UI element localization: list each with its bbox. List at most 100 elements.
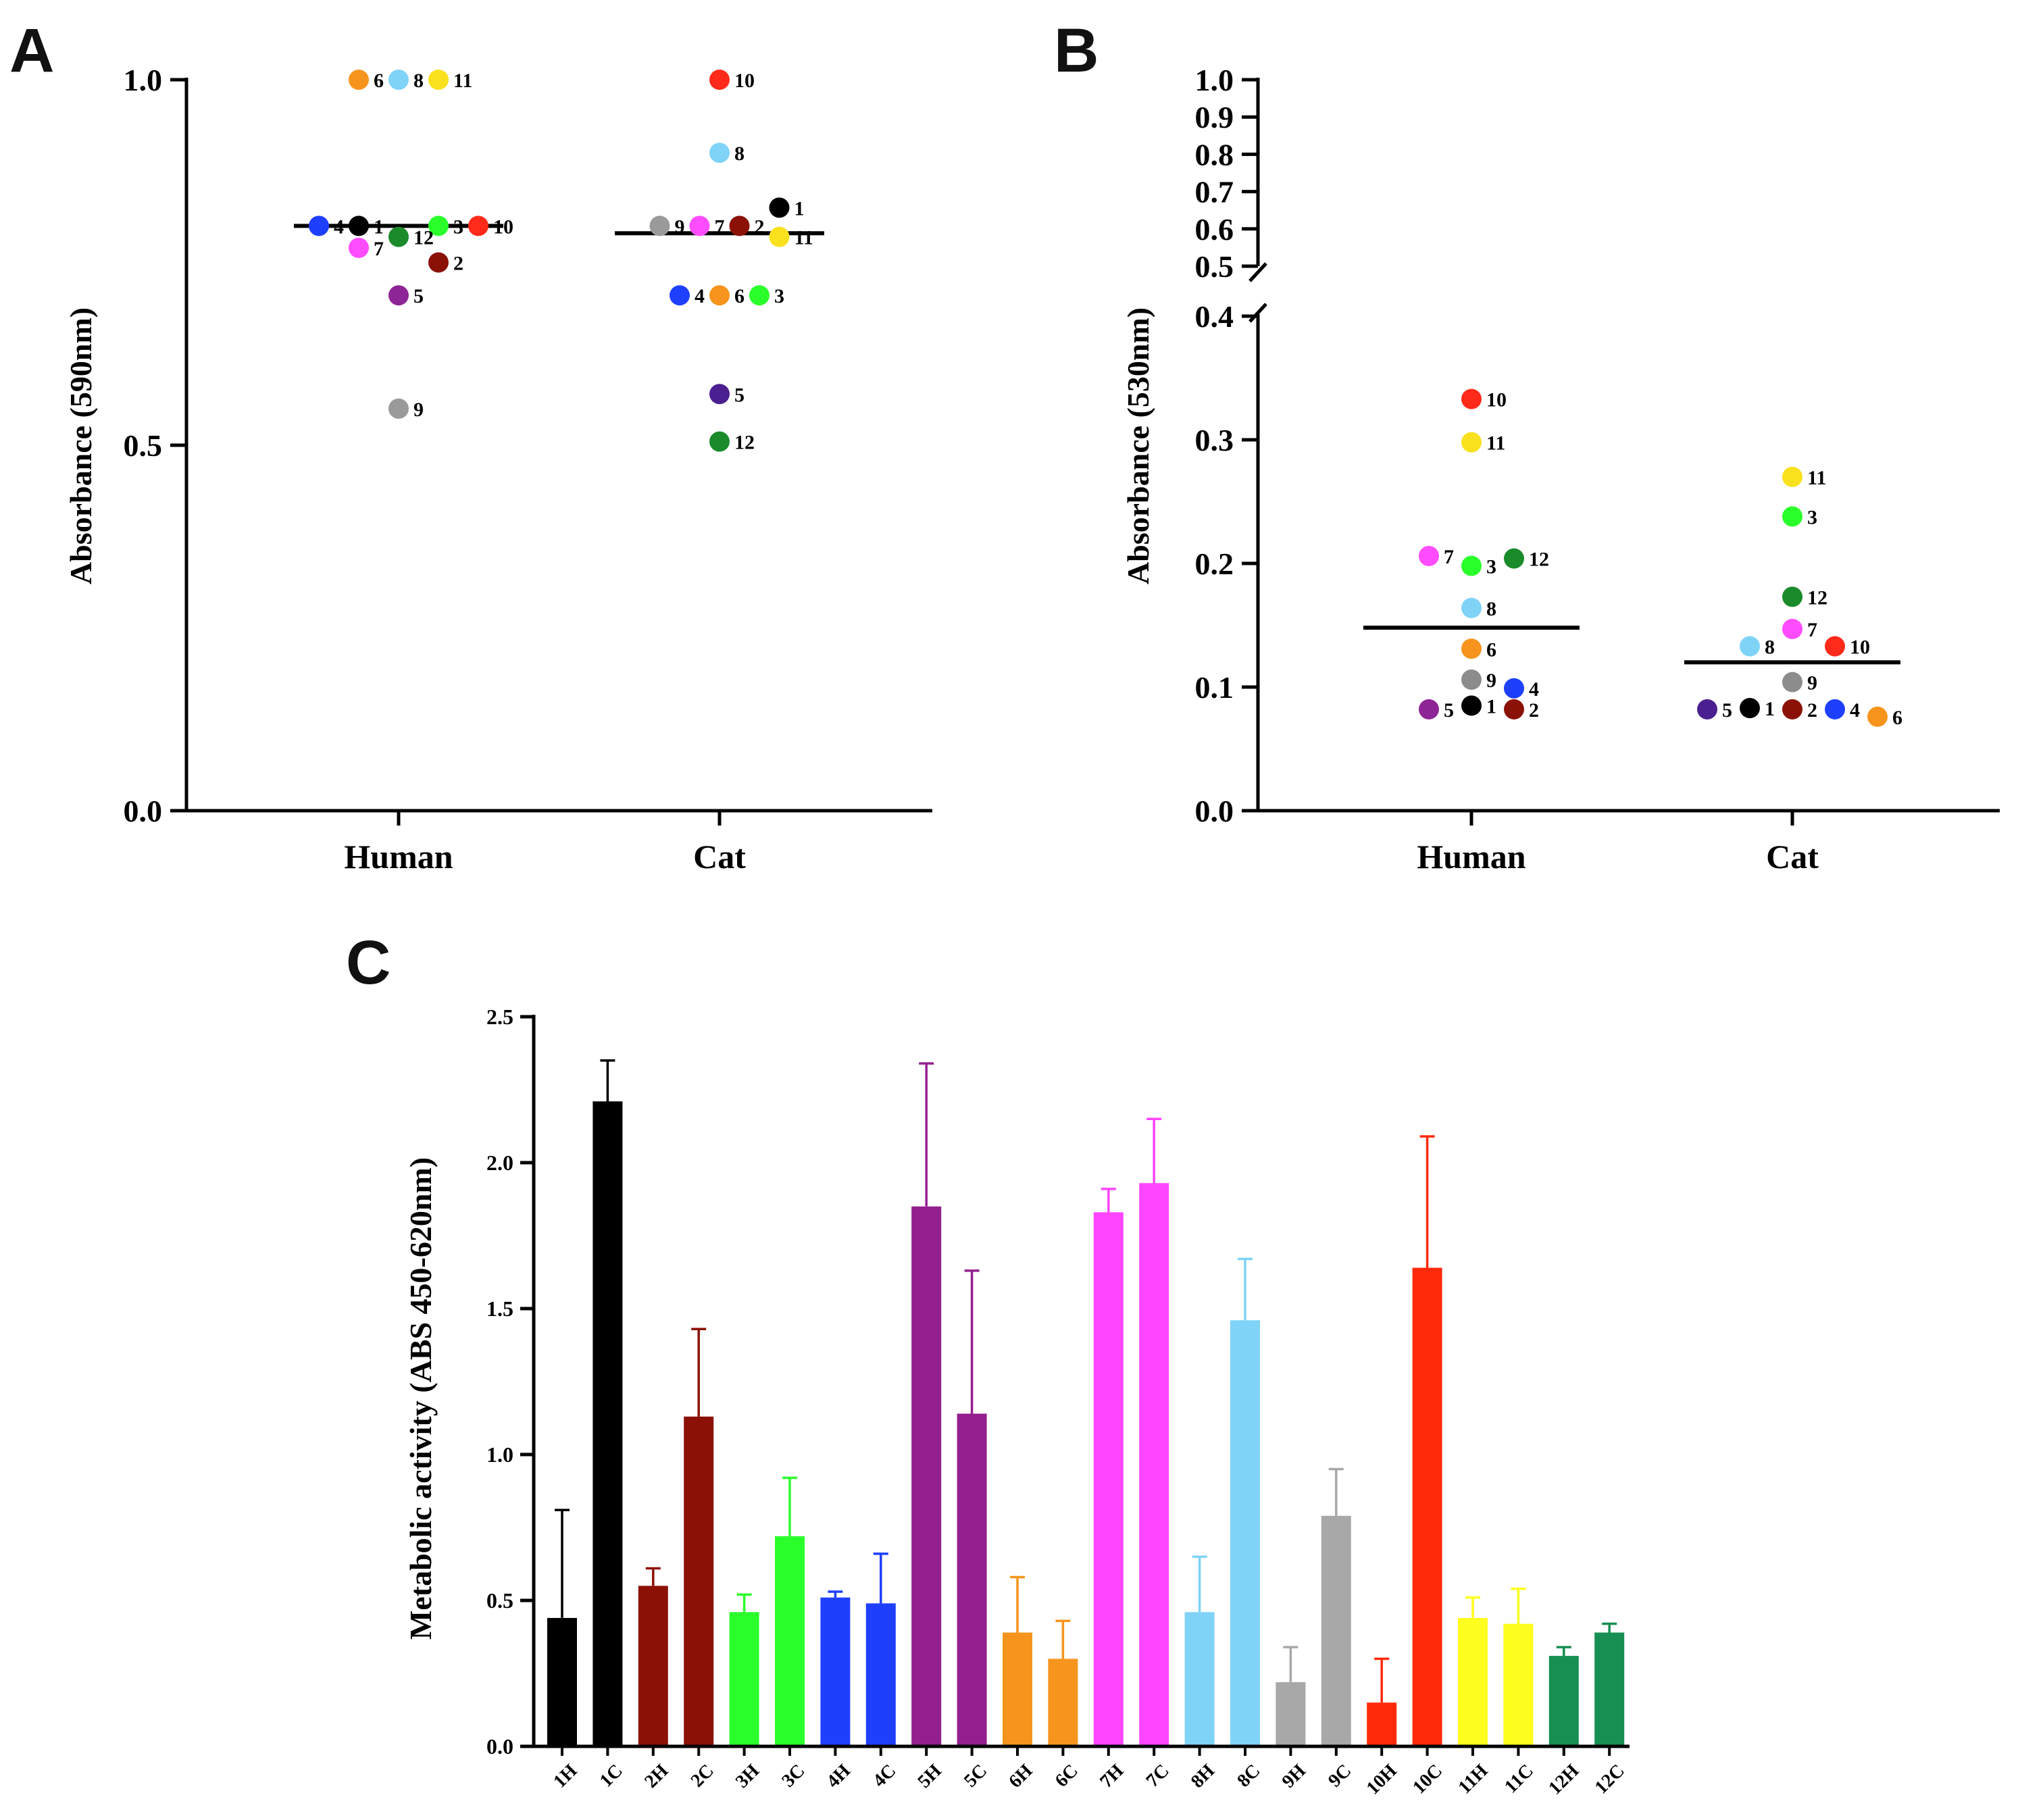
panel-a-point-cat-2: [729, 216, 750, 236]
panel-b-point-human-2: [1504, 699, 1524, 719]
panel-a-point-human-6: [349, 70, 369, 90]
panel-b-y-tick-label: 0.6: [1195, 212, 1234, 247]
panel-c-x-label-12h: 12H: [1544, 1760, 1583, 1798]
panel-c-bar-12c: [1594, 1632, 1625, 1746]
panel-a-point-cat-5: [709, 384, 730, 405]
panel-a-point-label: 2: [453, 253, 463, 275]
panel-a-point-label: 10: [493, 216, 513, 238]
panel-c-x-label-6h: 6H: [1005, 1760, 1036, 1792]
panel-c-x-label-9h: 9H: [1278, 1760, 1310, 1792]
panel-b-point-label: 10: [1850, 636, 1870, 659]
panel-b-y-tick-label: 0.9: [1195, 100, 1234, 134]
panel-b-point-label: 11: [1486, 432, 1505, 455]
panel-b-letter: B: [1054, 16, 1099, 85]
panel-a-point-cat-10: [709, 70, 730, 90]
panel-a-point-label: 7: [374, 238, 384, 260]
panel-a-point-label: 12: [413, 227, 434, 249]
panel-c-y-axis-title: Metabolic activity (ABS 450-620nm): [403, 1157, 438, 1640]
panel-b-point-label: 6: [1486, 638, 1496, 661]
panel-b-point-cat-3: [1782, 506, 1802, 527]
panel-b-point-label: 7: [1444, 546, 1454, 568]
panel-b-point-cat-6: [1867, 706, 1888, 727]
panel-b-point-label: 6: [1892, 707, 1902, 729]
panel-a-point-label: 8: [734, 143, 745, 165]
panel-c-x-label-3h: 3H: [732, 1760, 763, 1792]
panel-b-point-cat-10: [1825, 636, 1845, 657]
panel-b-x-label-cat: Cat: [1766, 838, 1819, 876]
panel-a-point-cat-3: [749, 285, 770, 306]
panel-b-point-human-8: [1461, 597, 1482, 618]
panel-b-point-label: 7: [1807, 619, 1817, 641]
panel-c-x-label-7c: 7C: [1142, 1761, 1174, 1792]
panel-b-y-tick-label: 0.7: [1195, 175, 1234, 209]
panel-c-x-label-1h: 1H: [549, 1760, 581, 1792]
panel-b-point-label: 12: [1807, 586, 1827, 609]
panel-a-point-cat-11: [769, 226, 790, 247]
panel-b-point-human-3: [1461, 555, 1482, 576]
panel-b-point-cat-8: [1740, 636, 1760, 657]
panel-b-point-human-10: [1461, 388, 1482, 409]
panel-b-y-tick-label: 0.4: [1195, 299, 1234, 334]
panel-b-point-cat-4: [1825, 699, 1845, 719]
panel-a-point-human-4: [309, 216, 329, 236]
panel-c-x-label-2h: 2H: [640, 1760, 672, 1792]
panel-c-x-label-8c: 8C: [1233, 1761, 1264, 1792]
panel-a-point-label: 6: [374, 70, 384, 92]
panel-a-point-label: 5: [413, 285, 424, 307]
panel-a-point-label: 4: [334, 216, 344, 238]
panel-c-y-tick-label: 1.5: [486, 1296, 513, 1321]
panel-a-point-label: 3: [774, 285, 784, 307]
panel-a-point-label: 6: [734, 285, 745, 307]
panel-b-point-label: 3: [1807, 506, 1817, 528]
panel-b-axis-break-mark: [1248, 262, 1267, 282]
panel-b-point-label: 1: [1765, 698, 1775, 720]
panel-c-y-tick-label: 1.0: [486, 1442, 513, 1467]
panel-c-bar-12h: [1548, 1656, 1579, 1746]
panel-a-x-label-cat: Cat: [693, 838, 746, 876]
panel-c-x-label-3c: 3C: [778, 1761, 809, 1792]
panel-a-axes: 0.0 0.5 1.0 Human Cat: [124, 63, 932, 876]
panel-c-bar-7h: [1093, 1212, 1124, 1746]
panel-a: A 0.0 0.5 1.0 Human Cat Absorbance (590nm) 6…: [9, 16, 932, 876]
panel-b-point-label: 2: [1529, 699, 1539, 722]
panel-c-bar-4h: [820, 1597, 851, 1746]
panel-c-x-label-4h: 4H: [823, 1760, 855, 1792]
panel-a-point-label: 3: [453, 216, 463, 238]
panel-a-point-label: 9: [413, 399, 424, 421]
panel-a-point-label: 1: [794, 197, 805, 220]
panel-c-bar-9c: [1321, 1515, 1351, 1746]
panel-b-point-label: 11: [1807, 467, 1826, 489]
panel-c-bar-2c: [684, 1416, 714, 1746]
panel-c-bar-9h: [1276, 1682, 1306, 1746]
panel-a-point-label: 11: [794, 227, 813, 249]
panel-c-bar-2h: [638, 1586, 668, 1746]
panel-a-point-cat-7: [689, 216, 710, 236]
panel-b-point-cat-11: [1782, 466, 1802, 487]
panel-a-point-label: 4: [695, 285, 705, 307]
panel-a-point-cat-12: [709, 431, 730, 452]
panel-c-y-tick-label: 0.5: [486, 1588, 513, 1613]
panel-b-point-label: 1: [1486, 695, 1496, 717]
panel-b-point-human-7: [1419, 546, 1439, 567]
panel-a-point-human-7: [349, 237, 369, 258]
panel-a-point-human-2: [428, 252, 449, 273]
panel-b-x-label-human: Human: [1417, 838, 1525, 876]
panel-c-bar-7c: [1139, 1183, 1169, 1746]
panel-b-point-label: 12: [1529, 549, 1549, 571]
panel-a-point-cat-1: [769, 197, 790, 218]
panel-b-point-label: 5: [1722, 699, 1732, 722]
panel-b-point-human-6: [1461, 638, 1482, 659]
panel-b-point-human-4: [1504, 678, 1524, 699]
panel-c-x-label-8h: 8H: [1187, 1760, 1219, 1792]
panel-a-x-label-human: Human: [344, 838, 453, 876]
panel-c-x-label-10c: 10C: [1409, 1761, 1446, 1798]
panel-a-point-human-8: [388, 70, 409, 90]
panel-b-point-label: 10: [1486, 389, 1507, 411]
panel-b-y-tick-label: 0.8: [1195, 137, 1234, 172]
panel-b-point-label: 8: [1765, 636, 1775, 659]
panel-b-point-human-12: [1504, 548, 1524, 569]
panel-a-y-axis-title: Absorbance (590nm): [64, 307, 98, 584]
panel-b-point-label: 2: [1807, 699, 1817, 722]
panel-a-point-label: 1: [374, 216, 384, 238]
